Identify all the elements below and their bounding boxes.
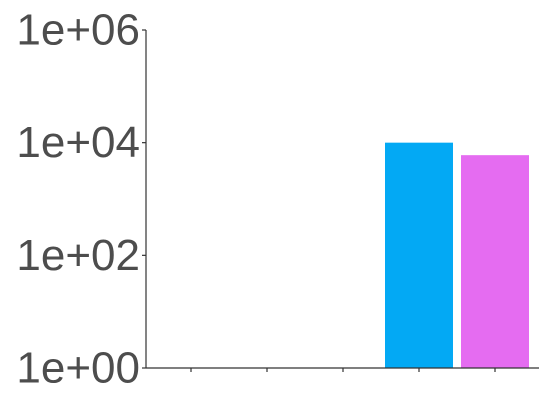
bar [461, 155, 529, 368]
y-tick-label: 1e+02 [16, 231, 140, 280]
bar [385, 142, 453, 368]
y-tick-label: 1e+04 [16, 118, 140, 167]
y-axis-ticks: 1e+00 1e+02 1e+04 1e+06 [16, 6, 146, 393]
y-tick-label: 1e+00 [16, 344, 140, 393]
bars [385, 142, 529, 368]
x-axis-ticks [190, 368, 496, 372]
y-tick-label: 1e+06 [16, 6, 140, 55]
